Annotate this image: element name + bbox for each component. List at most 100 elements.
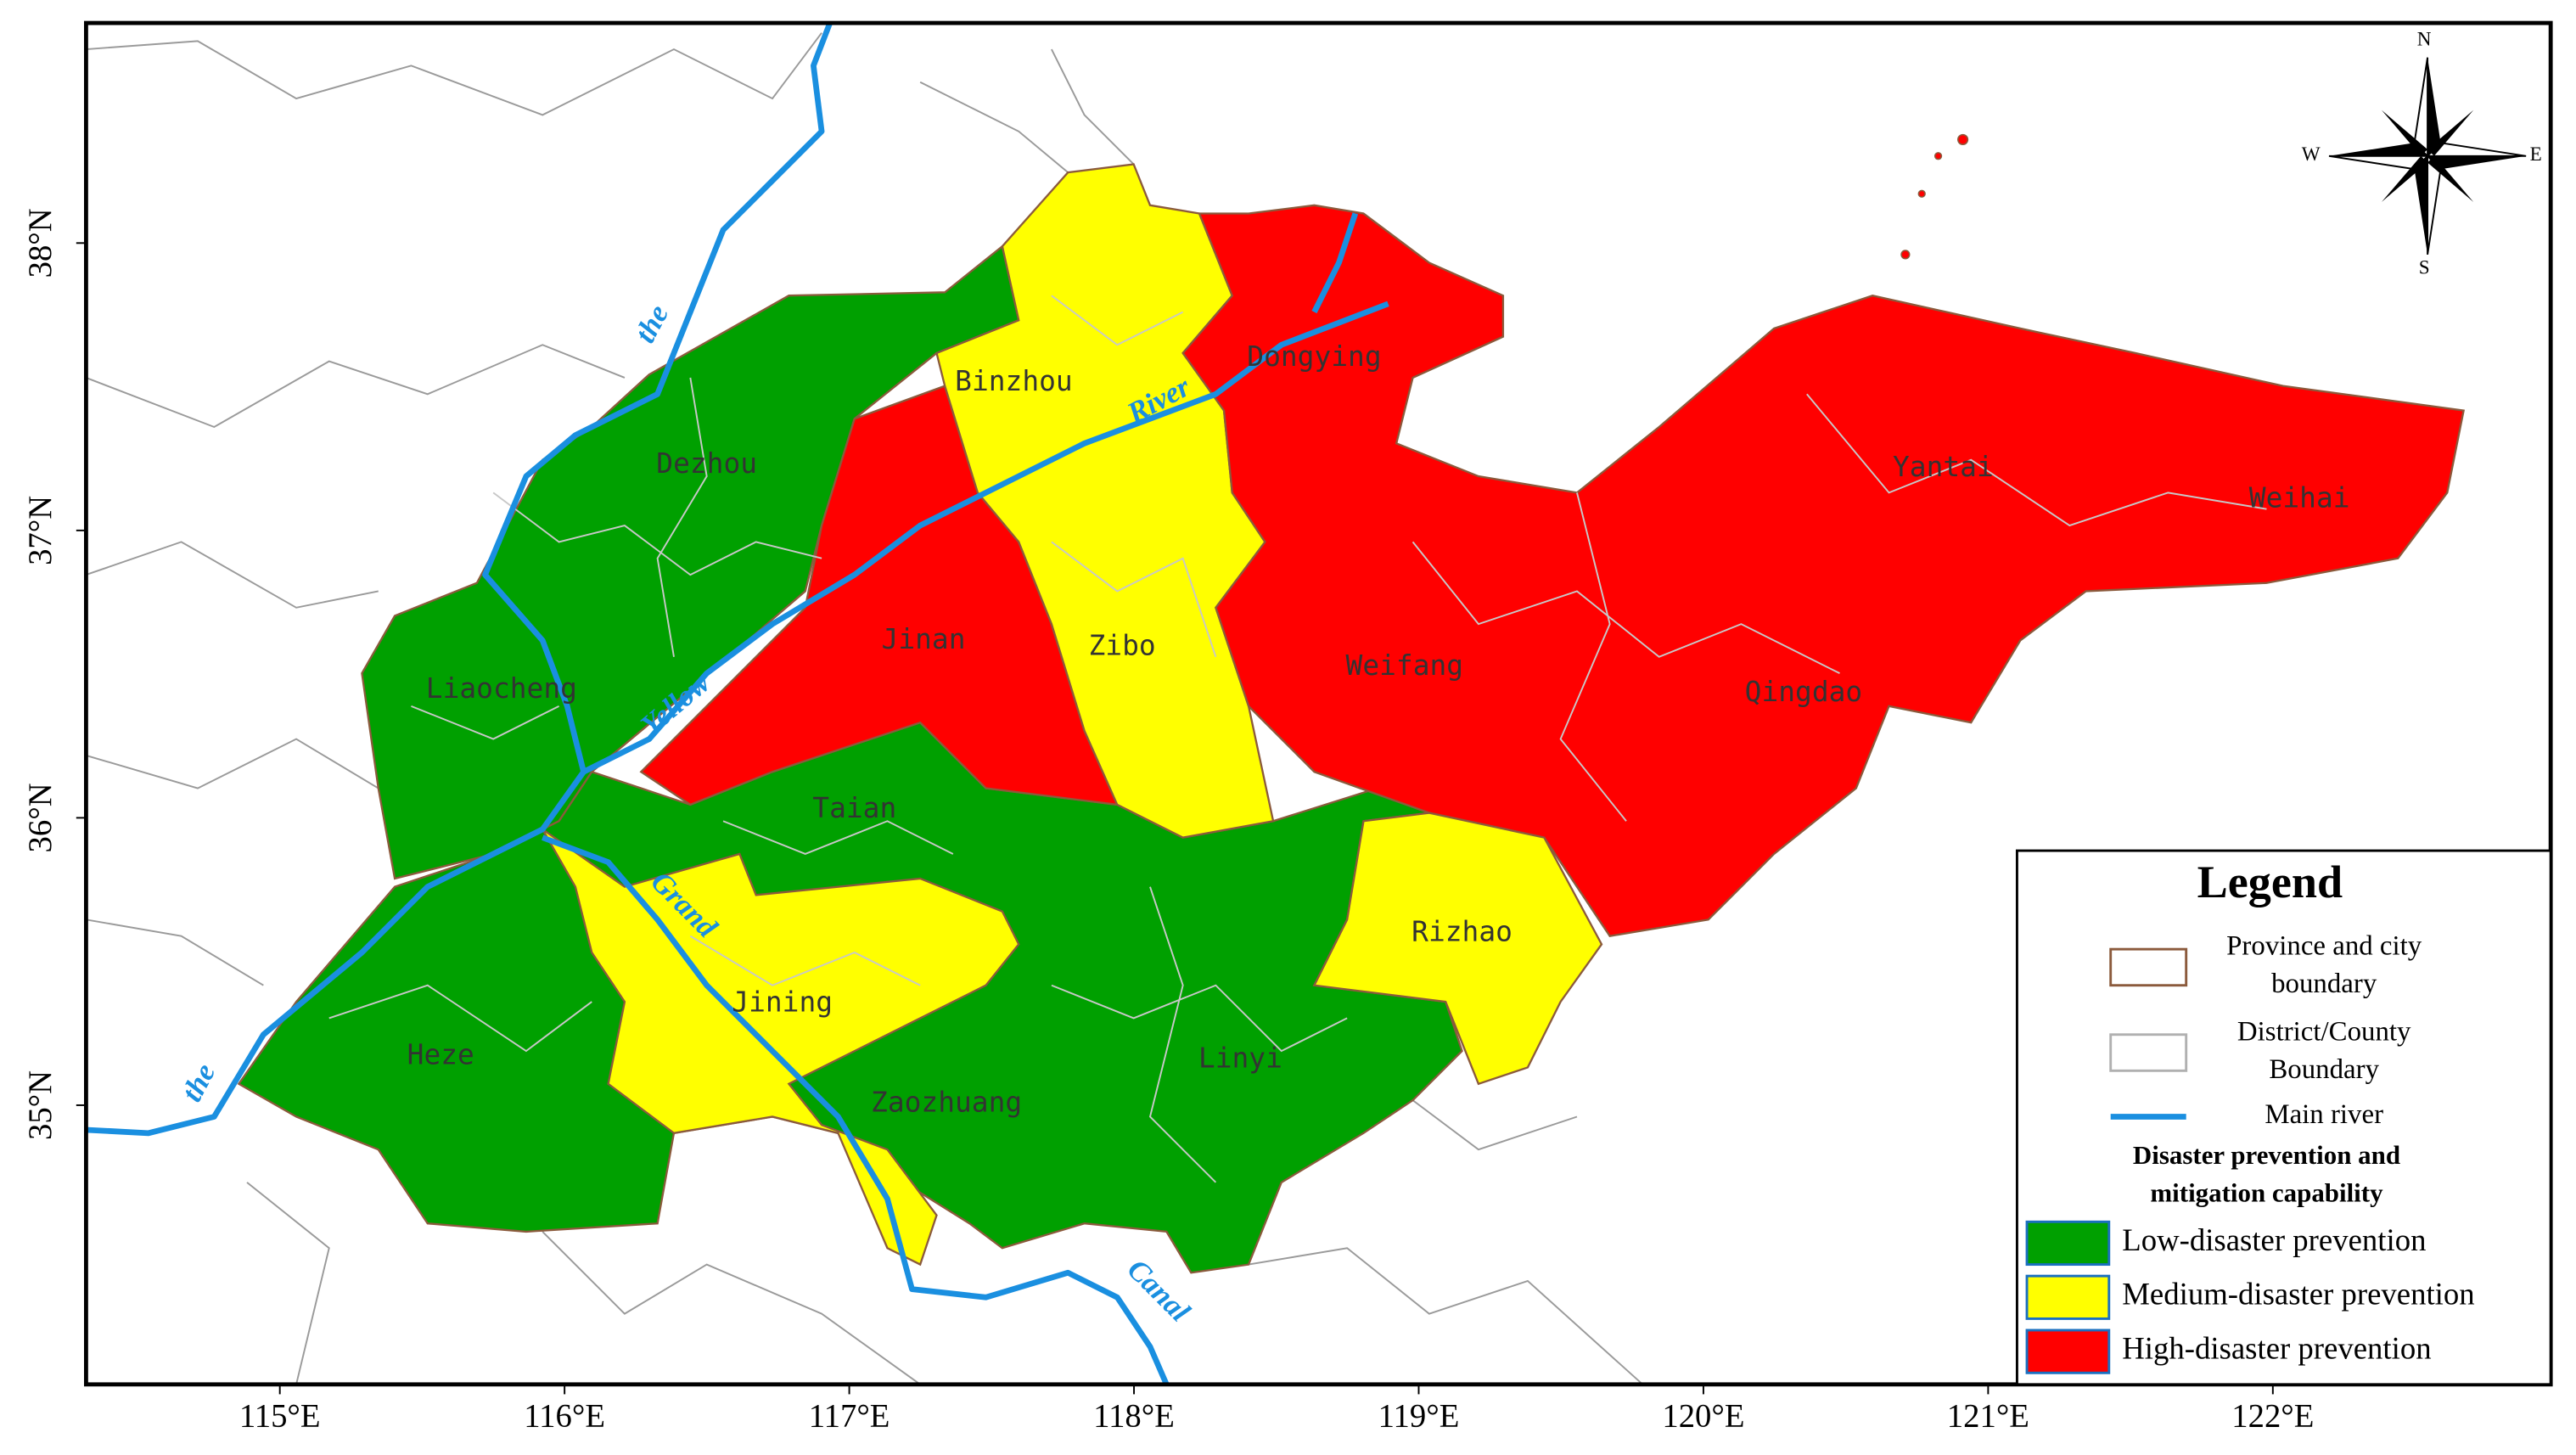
legend-symbol (2109, 1033, 2188, 1072)
boundary (542, 1231, 921, 1385)
compass-arm (2381, 110, 2428, 156)
legend-swatch (2025, 1274, 2111, 1320)
legend-symbol (2109, 947, 2188, 987)
island (1933, 152, 1943, 160)
island (1957, 133, 1969, 146)
region-high (1181, 204, 2466, 937)
map-body (86, 21, 2466, 1386)
boundary (919, 81, 1069, 173)
islands (1900, 133, 1969, 260)
compass (2328, 57, 2527, 256)
city-label: Binzhou (955, 364, 1073, 397)
compass-arm (2427, 155, 2527, 170)
legend-swatch (2025, 1220, 2111, 1267)
lon-label: 120°E (1662, 1398, 1744, 1434)
legend-label: District/County (2237, 1016, 2411, 1047)
compass-arm (2328, 143, 2428, 156)
lat-label: 36°N (23, 783, 59, 852)
neighbor-boundaries (86, 32, 1644, 1385)
city-label: Rizhao (1411, 914, 1512, 947)
legend-class-label: Medium-disaster prevention (2122, 1277, 2474, 1312)
legend-section-title: mitigation capability (2150, 1177, 2383, 1207)
compass-arm (2381, 155, 2428, 202)
compass-letter: W (2302, 143, 2321, 166)
compass-arm (2414, 155, 2428, 255)
city-label: Dezhou (656, 447, 757, 480)
boundary (246, 1182, 330, 1385)
city-label: Weihai (2249, 481, 2350, 514)
boundary (86, 738, 379, 789)
lon-label: 116°E (524, 1398, 605, 1434)
yellow-river (482, 21, 1389, 775)
lon-label: 121°E (1947, 1398, 2029, 1434)
legend-title: Legend (2197, 857, 2343, 907)
city-label: Jinan (882, 622, 966, 655)
city-label: Taian (812, 791, 896, 824)
island (1900, 250, 1911, 260)
compass-arm (2427, 155, 2474, 202)
city-label: Qingdao (1745, 675, 1863, 708)
boundary (86, 919, 264, 986)
legend-class-label: High-disaster prevention (2122, 1331, 2431, 1366)
lon-label: 115°E (239, 1398, 321, 1434)
rivers (86, 21, 1389, 1386)
boundary (1559, 492, 1627, 822)
lon-label: 117°E (809, 1398, 890, 1434)
regions (237, 163, 2466, 1274)
lat-label: 38°N (23, 208, 59, 278)
district-boundaries (328, 295, 2267, 1183)
boundary (1148, 886, 1217, 1183)
boundary (86, 32, 822, 116)
grand-canal (542, 834, 1170, 1386)
boundary (86, 541, 379, 609)
compass-arm (2427, 57, 2441, 156)
city-label: Linyi (1198, 1041, 1282, 1074)
lon-label: 122°E (2231, 1398, 2314, 1434)
city-label: Heze (407, 1037, 474, 1070)
boundary (411, 705, 559, 740)
boundary (1051, 48, 1135, 166)
boundary (1051, 984, 1348, 1053)
legend-label: Boundary (2269, 1054, 2379, 1085)
compass-letter: S (2419, 257, 2430, 279)
region-medium (1312, 812, 1603, 1086)
boundary (656, 377, 708, 657)
map-frame (84, 20, 2553, 1387)
island (1917, 189, 1926, 198)
city-label: Yantai (1893, 450, 1994, 483)
boundary (1806, 393, 2267, 527)
boundary (1411, 541, 1840, 675)
city-label: Dongying (1247, 340, 1381, 373)
boundary (1051, 295, 1184, 346)
river (1311, 212, 1359, 314)
lat-label: 37°N (23, 496, 59, 565)
city-label: Zibo (1089, 629, 1156, 662)
compass-letter: N (2417, 29, 2432, 51)
city-label: Zaozhuang (871, 1086, 1022, 1119)
city-label: Liaocheng (426, 671, 577, 705)
legend-class-label: Low-disaster prevention (2122, 1222, 2426, 1257)
boundary (722, 820, 954, 856)
region-medium (542, 828, 1020, 1267)
legend-label: Main river (2265, 1099, 2383, 1130)
city-label: Weifang (1346, 649, 1464, 682)
compass-letter: E (2530, 143, 2542, 166)
yellow-river (86, 770, 586, 1137)
boundary (492, 492, 822, 576)
boundary (689, 935, 921, 986)
lat-label: 35°N (23, 1070, 59, 1140)
lon-label: 118°E (1093, 1398, 1175, 1434)
boundary (1411, 1099, 1578, 1151)
city-label: Jining (732, 986, 833, 1019)
boundary (1051, 541, 1217, 658)
boundary (86, 344, 626, 429)
boundary (328, 984, 592, 1053)
legend-label: Province and city (2226, 931, 2422, 962)
legend-section-title: Disaster prevention and (2133, 1140, 2400, 1170)
legend-swatch (2025, 1329, 2111, 1374)
compass-arm (2427, 110, 2474, 156)
boundary (1248, 1247, 1644, 1385)
legend-label: boundary (2271, 969, 2377, 999)
